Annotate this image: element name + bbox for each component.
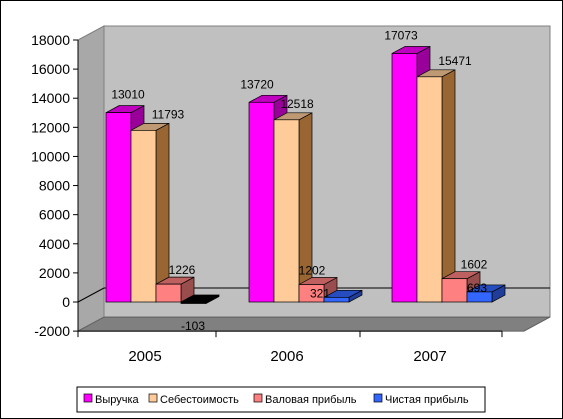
y-tick-label: -2000	[34, 323, 70, 339]
bar-front	[466, 291, 493, 303]
bar-front	[391, 53, 418, 303]
x-tick-label: 2005	[128, 348, 161, 365]
bars	[105, 45, 506, 305]
bar-front	[416, 76, 443, 303]
data-label: 693	[467, 281, 487, 295]
bar-1-3	[323, 289, 363, 303]
data-label: 13010	[111, 88, 145, 102]
legend-label: Чистая прибыль	[385, 394, 469, 406]
y-tick-label: 16000	[31, 61, 70, 77]
data-label: -103	[181, 319, 205, 333]
data-label: 15471	[438, 54, 472, 68]
bar-2-3	[466, 284, 506, 303]
data-labels: 13010 11793 1226 -103 13720 12518 1202 321 17073…	[111, 28, 487, 333]
bar-side	[155, 122, 170, 303]
legend-label: Себестоимость	[160, 394, 239, 406]
legend-label: Выручка	[95, 394, 140, 406]
bar-front	[298, 284, 325, 303]
bar-0-3	[180, 294, 220, 305]
bar-front	[248, 101, 275, 303]
x-tick-label: 2006	[270, 348, 303, 365]
y-tick-label: 10000	[31, 148, 70, 164]
data-label: 17073	[384, 28, 418, 42]
bar-2-1	[416, 69, 456, 303]
y-tick-label: 12000	[31, 119, 70, 135]
x-tick-label: 2007	[413, 348, 446, 365]
y-tick-label: 18000	[31, 32, 70, 48]
y-tick-label: 2000	[39, 265, 70, 281]
data-label: 1226	[169, 263, 196, 277]
y-tick-label: 14000	[31, 90, 70, 106]
bar-front	[130, 129, 157, 303]
data-label: 12518	[280, 97, 314, 111]
bar-0-2	[155, 276, 195, 303]
zero-line-side	[77, 287, 105, 303]
bar-front	[441, 278, 468, 303]
side-wall	[77, 25, 105, 332]
bar-front	[105, 112, 132, 303]
bar-front	[323, 296, 350, 303]
legend-label: Валовая прибыль	[265, 394, 357, 406]
data-label: 321	[310, 286, 330, 300]
bar-0-1	[130, 122, 170, 303]
legend-swatch	[148, 393, 158, 403]
legend-swatch	[253, 393, 263, 403]
bar-front	[273, 119, 300, 303]
legend: Выручка Себестоимость Валовая прибыль Чиста…	[76, 386, 486, 413]
y-axis: -2000 0 2000 4000 6000 8000 10000 12000 14000 160…	[31, 32, 79, 339]
legend-box	[76, 386, 486, 413]
data-label: 13720	[240, 77, 274, 91]
legend-swatch	[83, 393, 93, 403]
y-tick-label: 0	[62, 294, 70, 310]
x-axis: 2005 2006 2007	[77, 330, 503, 365]
bar-side	[441, 69, 456, 303]
bar-front	[155, 283, 182, 303]
y-tick-label: 8000	[39, 178, 70, 194]
y-tick-label: 4000	[39, 236, 70, 252]
y-tick-label: 6000	[39, 207, 70, 223]
data-label: 1602	[461, 258, 488, 272]
data-label: 1202	[299, 264, 326, 278]
floor	[77, 316, 551, 332]
bar-front	[180, 301, 207, 304]
legend-swatch	[373, 393, 383, 403]
bar-1-1	[273, 112, 313, 303]
data-label: 11793	[152, 107, 185, 121]
